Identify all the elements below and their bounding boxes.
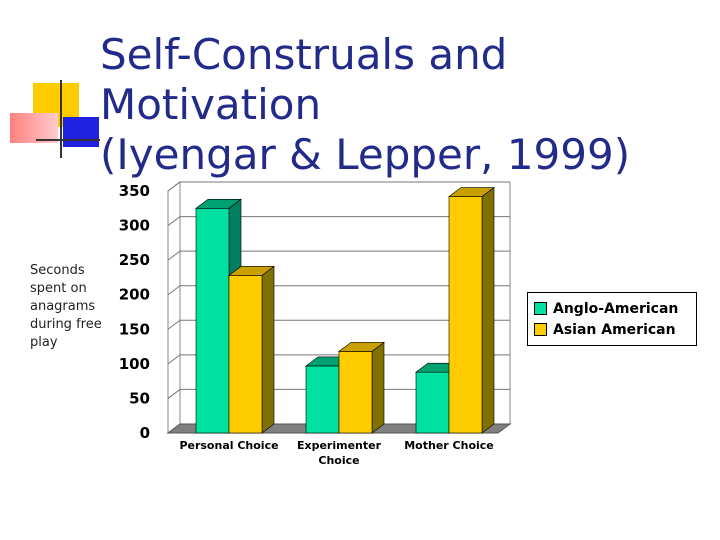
category-label: Choice (318, 454, 359, 467)
decor-vertical-line (60, 80, 62, 158)
y-tick-label: 250 (119, 251, 150, 269)
bar-top (338, 342, 385, 352)
bar (448, 186, 495, 434)
decor-horizontal-line (36, 139, 100, 141)
category-label: Mother Choice (404, 439, 494, 452)
category-label: Personal Choice (179, 439, 278, 452)
bar-front (228, 275, 263, 434)
bar-front (305, 365, 340, 434)
legend-swatch-anglo-american (534, 302, 547, 315)
gridline (167, 181, 510, 192)
y-tick-label: 300 (119, 217, 150, 235)
bar (228, 265, 275, 434)
y-tick-labels: 0 50 100 150 200 250 300 350 (119, 182, 150, 442)
bars (195, 186, 495, 434)
bar-side (261, 265, 275, 434)
slide-title: Self-Construals and Motivation (Iyengar … (100, 30, 631, 179)
bar-top (448, 187, 495, 197)
y-tick-label: 350 (119, 182, 150, 200)
legend-label-anglo-american: Anglo-American (553, 300, 679, 317)
bar-front (338, 351, 373, 434)
y-tick-label: 100 (119, 355, 150, 373)
legend-item-asian-american: Asian American (534, 319, 696, 340)
plot-side-wall (167, 181, 181, 434)
bar-side (481, 186, 495, 434)
gridline (167, 250, 510, 261)
bar-front (415, 371, 450, 434)
category-labels: Personal Choice Experimenter Choice Mother … (179, 439, 493, 467)
bar (338, 341, 385, 434)
gridline (167, 388, 510, 399)
decor-blue-square (63, 117, 99, 147)
legend-item-anglo-american: Anglo-American (534, 298, 696, 319)
legend-swatch-asian-american (534, 323, 547, 336)
y-tick-label: 150 (119, 320, 150, 338)
gridline (167, 285, 510, 296)
bar-front (195, 207, 230, 434)
decor-red-square (10, 113, 58, 143)
y-tick-label: 200 (119, 286, 150, 304)
y-tick-label: 0 (140, 424, 150, 442)
legend: Anglo-American Asian American (527, 292, 697, 346)
bar-top (195, 198, 242, 209)
gridline (167, 354, 510, 365)
bar-top (228, 266, 275, 276)
category-label: Experimenter (297, 439, 382, 452)
y-axis-label: Seconds spent on anagrams during free pl… (30, 263, 102, 350)
legend-label-asian-american: Asian American (553, 321, 676, 338)
bar-side (371, 341, 385, 434)
gridline (167, 319, 510, 330)
bar-front (448, 196, 483, 434)
gridline (167, 216, 510, 226)
y-tick-label: 50 (129, 389, 150, 407)
